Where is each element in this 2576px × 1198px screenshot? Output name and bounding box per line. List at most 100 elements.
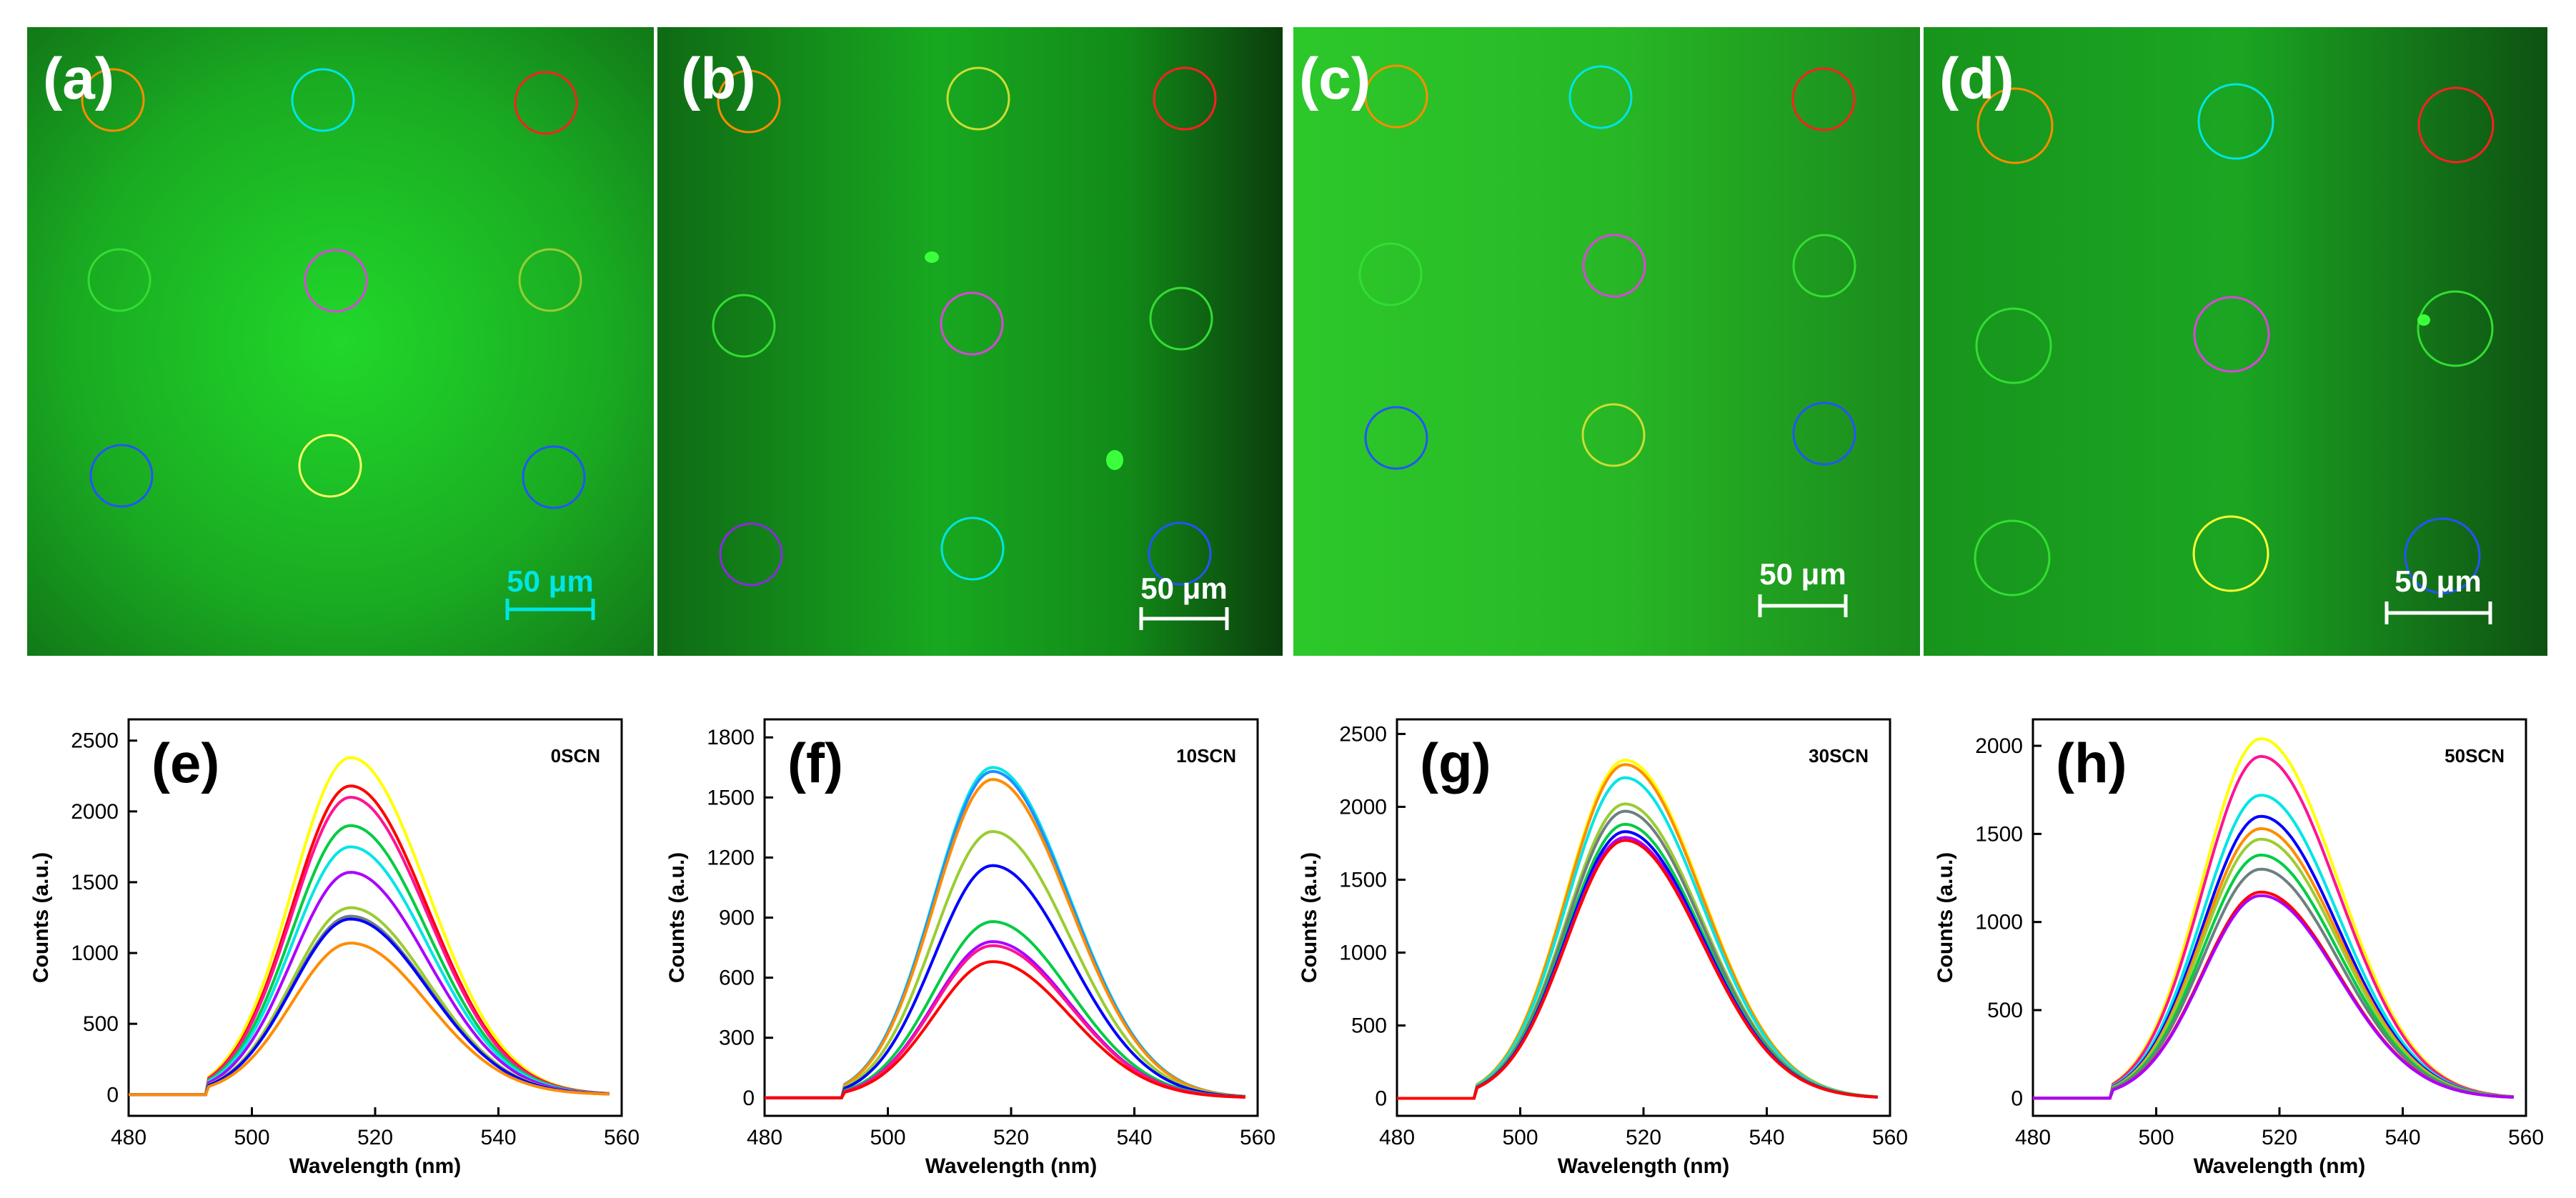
spectrum-chart-h: 480 500 520 540 560 0 500 1000 1500 2000 (h) 50SCN W…	[1915, 704, 2551, 1194]
spectrum-series-line	[129, 824, 610, 1097]
roi-circle	[1153, 66, 1217, 131]
spectrum-series-line	[2033, 754, 2514, 1100]
y-tick-label: 600	[719, 967, 755, 990]
roi-circle	[2192, 515, 2269, 592]
y-tick-label: 1000	[1975, 911, 2023, 934]
spectrum-series-line	[765, 778, 1245, 1099]
roi-circle	[2193, 296, 2270, 373]
roi-circle	[2197, 83, 2274, 160]
y-tick-label: 2000	[71, 800, 119, 824]
x-tick-label: 500	[234, 1126, 269, 1149]
y-tick-label: 2500	[1339, 722, 1387, 746]
roi-circles	[1974, 83, 2495, 596]
spectrum-series-line	[2033, 794, 2514, 1100]
y-tick-label: 0	[1375, 1087, 1387, 1111]
image-c-canvas: 50 μm (c)	[1293, 27, 1920, 656]
image-b-background	[657, 27, 1283, 656]
panel-label: (a)	[43, 46, 114, 111]
x-tick-label: 540	[2384, 1126, 2420, 1149]
spectrum-chart-g: 480 500 520 540 560 0 500 1000 1500 2000 2500 (g) 30…	[1279, 704, 1915, 1194]
image-b-canvas: 50 μm (b)	[657, 27, 1283, 656]
fluorescence-image-b: 50 μm (b)	[657, 27, 1283, 656]
roi-circle	[940, 516, 1005, 581]
x-tick-label: 480	[2015, 1126, 2051, 1149]
spectrum-series-line	[1397, 759, 1878, 1100]
roi-circle	[717, 69, 781, 134]
roi-circle	[291, 68, 355, 132]
x-tick-label: 560	[1872, 1126, 1908, 1149]
roi-circle	[1792, 401, 1856, 466]
sample-annotation: 30SCN	[1809, 745, 1869, 767]
y-axis-label: Counts (a.u.)	[29, 852, 53, 983]
roi-circle	[1358, 242, 1423, 306]
roi-circle	[87, 248, 151, 312]
roi-circle	[1975, 307, 2052, 384]
spectrum-series-line	[2033, 894, 2514, 1100]
x-tick-label: 520	[993, 1126, 1029, 1149]
y-tick-label: 500	[1351, 1014, 1387, 1037]
sample-annotation: 50SCN	[2445, 745, 2505, 767]
x-tick-label: 560	[604, 1126, 640, 1149]
spectrum-series-line	[129, 845, 610, 1097]
roi-circle	[2404, 517, 2481, 594]
scale-bar-label: 50 μm	[1759, 557, 1846, 591]
y-tick-label: 900	[719, 907, 755, 930]
roi-circle	[1791, 67, 1856, 131]
spectrum-chart-f: 480 500 520 540 560 0 300 600 900 1200 1500 1800 (f)…	[647, 704, 1283, 1194]
x-tick-label: 560	[1240, 1126, 1275, 1149]
x-tick-label: 500	[1502, 1126, 1538, 1149]
roi-circle	[1568, 65, 1633, 129]
spectrum-series-line	[2033, 837, 2514, 1100]
roi-circles	[81, 68, 586, 509]
y-tick-label: 1500	[1339, 868, 1387, 892]
fluorescence-image-a: 50 μm (a)	[27, 27, 654, 656]
roi-circle	[712, 294, 776, 358]
y-tick-label: 1500	[1975, 822, 2023, 846]
spectrum-series-line	[2033, 827, 2514, 1100]
y-tick-label: 0	[106, 1083, 119, 1107]
spectrum-chart-svg: 480 500 520 540 560 0 500 1000 1500 2000 2500 (e) 0S…	[29, 718, 640, 1178]
roi-circle	[1149, 286, 1213, 351]
scale-bar-label: 50 μm	[507, 564, 593, 598]
x-tick-label: 480	[1379, 1126, 1415, 1149]
scale-bar-label: 50 μm	[1140, 571, 1227, 605]
roi-circle	[522, 445, 586, 509]
y-tick-label: 0	[742, 1087, 755, 1110]
roi-circle	[940, 291, 1004, 356]
panel-label: (b)	[681, 46, 756, 111]
spectrum-series-line	[765, 960, 1245, 1099]
roi-circle	[1974, 519, 2051, 596]
spectrum-series-line	[1397, 836, 1878, 1100]
roi-circle	[518, 248, 582, 312]
x-tick-label: 540	[1749, 1126, 1784, 1149]
spectrum-series-line	[1397, 802, 1878, 1100]
x-tick-label: 520	[2262, 1126, 2297, 1149]
y-tick-label: 2500	[71, 729, 119, 753]
image-a-background	[27, 27, 654, 656]
y-tick-label: 1200	[707, 846, 755, 869]
roi-circle	[514, 71, 578, 135]
spectrum-series-line	[1397, 839, 1878, 1100]
x-axis-label: Wavelength (nm)	[1558, 1154, 1730, 1178]
spectrum-series-line	[1397, 776, 1878, 1100]
spectrum-series-line	[129, 917, 610, 1097]
panel-label: (e)	[151, 732, 219, 794]
y-tick-label: 2000	[1975, 734, 2023, 758]
spectrum-series-line	[1397, 822, 1878, 1100]
fluorescence-image-d: 50 μm (d)	[1924, 27, 2547, 656]
y-tick-label: 1500	[71, 871, 119, 894]
spectrum-series-line	[129, 942, 610, 1097]
spectrum-series-line	[1397, 830, 1878, 1100]
spectrum-series-line	[1397, 809, 1878, 1100]
x-axis-label: Wavelength (nm)	[925, 1154, 1098, 1178]
x-tick-label: 560	[2508, 1126, 2544, 1149]
spectrum-series-line	[2033, 853, 2514, 1100]
roi-circle	[304, 249, 368, 313]
image-d-background	[1924, 27, 2547, 656]
y-tick-label: 1800	[707, 726, 755, 749]
y-tick-label: 300	[719, 1027, 755, 1050]
image-a-canvas: 50 μm (a)	[27, 27, 654, 656]
y-tick-label: 1500	[707, 786, 755, 809]
sample-annotation: 10SCN	[1176, 745, 1236, 767]
panel-label: (g)	[1420, 732, 1491, 794]
